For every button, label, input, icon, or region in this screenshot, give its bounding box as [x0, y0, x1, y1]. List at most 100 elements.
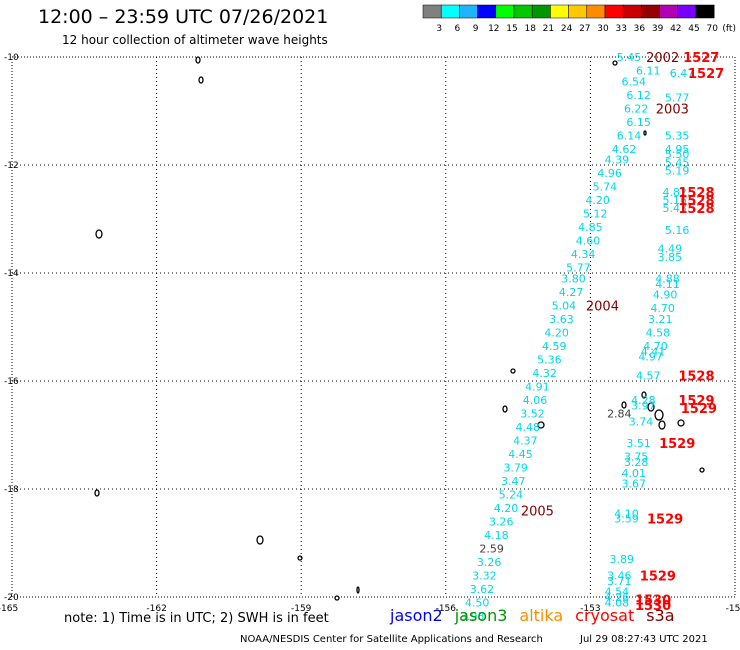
- pass-time-label-cryosat: 1529: [681, 402, 717, 417]
- wave-height-label: 3.80: [561, 272, 586, 285]
- colorbar-swatch: [568, 4, 588, 19]
- wave-height-label: 4.85: [578, 221, 603, 234]
- colorbar-label: 45: [688, 24, 699, 34]
- wave-height-label: 4.88: [655, 272, 680, 285]
- island-outline: [510, 368, 516, 374]
- island-outline: [658, 420, 666, 430]
- latitude-tick-label: -12: [4, 161, 19, 171]
- wave-height-label: 4.48: [515, 421, 540, 434]
- wave-height-label: 5.35: [665, 129, 690, 142]
- longitude-tick-label: -159: [291, 604, 312, 614]
- wave-height-label: 4.27: [559, 286, 584, 299]
- island-outline: [654, 409, 664, 421]
- colorbar-swatch: [513, 4, 533, 19]
- colorbar-swatch: [604, 4, 624, 19]
- wave-height-label: 3.89: [609, 553, 634, 566]
- wave-height-label: 3.46: [607, 569, 632, 582]
- wave-height-label: 4.96: [597, 167, 622, 180]
- wave-height-label: 5.16: [665, 224, 690, 237]
- wave-height-label: 3.28: [624, 456, 649, 469]
- wave-height-label: 6.15: [626, 116, 651, 129]
- page-subtitle: 12 hour collection of altimeter wave hei…: [62, 33, 328, 47]
- pass-time-label-cryosat: 1528: [678, 186, 714, 201]
- wave-height-label: 5.19: [665, 164, 690, 177]
- pass-time-label-cryosat: 1528: [678, 202, 714, 217]
- wave-height-label: 4.59: [542, 340, 567, 353]
- footer-credit: NOAA/NESDIS Center for Satellite Applica…: [240, 634, 543, 645]
- pass-time-label-cryosat: 1527: [683, 51, 719, 66]
- longitude-tick-label: -15: [726, 604, 740, 614]
- wave-height-label: 4.10: [614, 507, 639, 520]
- wave-height-label: 3.32: [472, 569, 497, 582]
- colorbar-label: 9: [473, 24, 479, 34]
- wave-height-label: 5.77: [665, 92, 690, 105]
- latitude-tick-label: -20: [4, 593, 19, 603]
- wave-height-label: 3.62: [470, 583, 495, 596]
- wave-height-label: 5.45: [665, 156, 690, 169]
- island-outline: [699, 467, 705, 473]
- colorbar-swatch: [622, 4, 642, 19]
- wave-height-label: 5.43: [663, 202, 688, 215]
- wave-height-label: 5.16: [663, 194, 688, 207]
- pass-time-label: 2005: [521, 505, 554, 520]
- island-outline: [641, 391, 647, 399]
- wave-height-label: 3.63: [549, 313, 574, 326]
- pass-time-label-cryosat: 1529: [647, 513, 683, 528]
- island-outline: [195, 56, 201, 64]
- wave-height-label: 5.77: [566, 262, 591, 275]
- pass-time-label-cryosat: 1528: [678, 370, 714, 385]
- wave-height-label: 5.24: [499, 488, 524, 501]
- axis-ticks: -165 -162 -159 -156 -153 -15 -10 -12 -14 -16 -18 -2…: [0, 53, 740, 614]
- colorbar-swatch: [550, 4, 569, 19]
- colorbar-label: 33: [615, 24, 626, 34]
- wave-height-label: 4.70: [650, 302, 675, 315]
- colorbar-label: 15: [506, 24, 517, 34]
- island-outline: [95, 229, 103, 239]
- wave-height-label: 3.79: [503, 461, 528, 474]
- colorbar-label: 39: [652, 24, 664, 34]
- wave-height-label: 6.14: [617, 129, 642, 142]
- wave-height-label: 4.62: [612, 143, 637, 156]
- wave-height-label: 4.82: [663, 186, 688, 199]
- wave-height-label-low: 2.84: [607, 407, 632, 420]
- wave-height-label: 4.39: [605, 154, 630, 167]
- pass-time-label: 2004: [586, 299, 619, 314]
- wave-height-label: 3.71: [607, 575, 632, 588]
- longitude-tick-label: -165: [0, 604, 18, 614]
- pass-time-label-cryosat: 1529: [640, 569, 676, 584]
- colorbar-label: 24: [561, 24, 573, 34]
- island-outline: [198, 76, 204, 84]
- colorbar-label: 36: [634, 24, 646, 34]
- wave-height-label: 3.59: [614, 513, 639, 526]
- island-outline: [647, 402, 655, 412]
- satellite-legend-s3a: s3a: [646, 606, 675, 625]
- wave-height-label-low: 2.59: [479, 542, 504, 555]
- wave-height-label: 4.50: [465, 596, 490, 609]
- wave-height-label: 4.45: [508, 448, 533, 461]
- colorbar-swatch: [695, 4, 715, 19]
- colorbar-swatch: [459, 4, 478, 19]
- wave-height-labels: 5.456.11 6.476.546.12 5.776.226.156.14 5.35…: [460, 51, 724, 623]
- wave-height-label: 3.21: [648, 313, 673, 326]
- pass-time-label-cryosat: 1528: [678, 194, 714, 209]
- wave-height-label: 4.95: [665, 143, 690, 156]
- wave-height-label: 5.04: [552, 299, 577, 312]
- wave-height-label: 6.54: [622, 75, 647, 88]
- wave-height-label: 4.18: [484, 529, 509, 542]
- wave-height-label: 4.41: [641, 345, 666, 358]
- pass-time-label-cryosat: 1529: [659, 437, 695, 452]
- colorbar-label: 3: [436, 24, 442, 34]
- colorbar-label: 12: [488, 24, 499, 34]
- wave-height-label: 5.12: [583, 208, 608, 221]
- wave-height-label: 4.01: [622, 467, 647, 480]
- wave-height-label: 4.60: [576, 235, 601, 248]
- wave-height-label: 4.90: [653, 289, 678, 302]
- colorbar-label: 27: [579, 24, 590, 34]
- latitude-tick-label: -14: [4, 269, 19, 279]
- wave-height-label: 4.54: [605, 586, 630, 599]
- wave-height-label: 4.91: [525, 380, 550, 393]
- wave-height-label: 4.28: [631, 394, 656, 407]
- colorbar-label: 6: [455, 24, 461, 34]
- colorbar-swatch: [641, 4, 660, 19]
